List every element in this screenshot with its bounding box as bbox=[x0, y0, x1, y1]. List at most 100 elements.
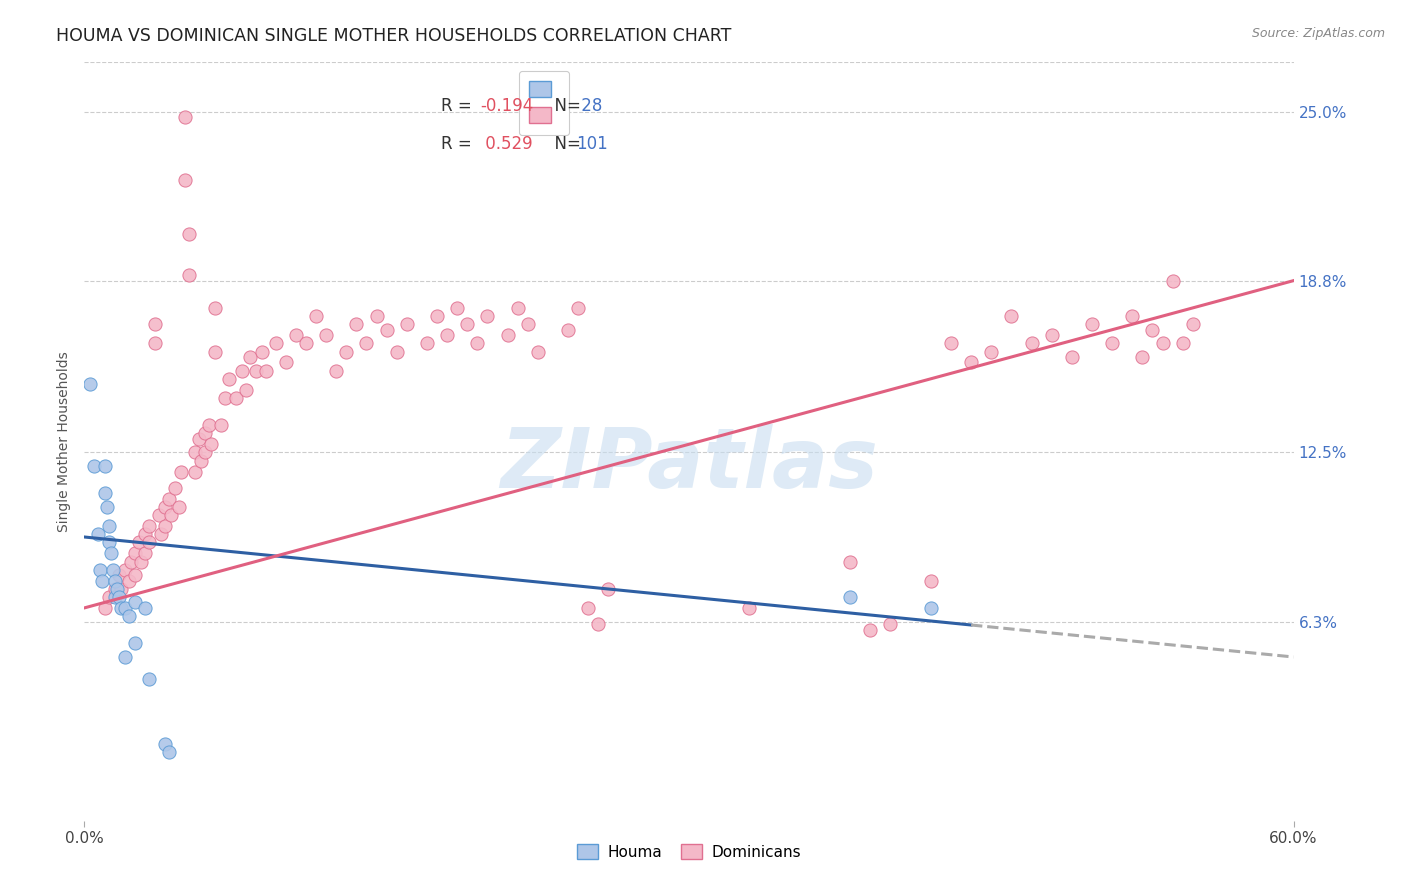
Point bbox=[138, 535, 160, 549]
Point bbox=[104, 582, 127, 596]
Point bbox=[93, 459, 115, 474]
Text: Source: ZipAtlas.com: Source: ZipAtlas.com bbox=[1251, 27, 1385, 40]
Point bbox=[1000, 309, 1022, 323]
Point bbox=[143, 336, 166, 351]
Point bbox=[124, 546, 146, 560]
Point bbox=[101, 563, 124, 577]
Point bbox=[114, 601, 136, 615]
Point bbox=[200, 437, 222, 451]
Point bbox=[93, 601, 115, 615]
Point bbox=[920, 574, 942, 588]
Point bbox=[1181, 318, 1204, 332]
Point bbox=[346, 318, 368, 332]
Point bbox=[204, 344, 226, 359]
Point bbox=[456, 318, 478, 332]
Point bbox=[1161, 274, 1184, 288]
Point bbox=[134, 601, 156, 615]
Point bbox=[426, 309, 449, 323]
Point bbox=[97, 535, 120, 549]
Point bbox=[194, 445, 217, 459]
Point bbox=[516, 318, 538, 332]
Point bbox=[960, 355, 983, 369]
Point bbox=[100, 546, 122, 560]
Point bbox=[366, 309, 388, 323]
Point bbox=[170, 465, 193, 479]
Point bbox=[110, 601, 132, 615]
Point bbox=[738, 601, 761, 615]
Point bbox=[239, 350, 262, 364]
Point bbox=[129, 555, 152, 569]
Point bbox=[496, 328, 519, 343]
Point bbox=[1040, 328, 1063, 343]
Point bbox=[138, 672, 160, 686]
Point bbox=[1171, 336, 1194, 351]
Point bbox=[225, 391, 247, 405]
Point bbox=[204, 301, 226, 315]
Point bbox=[557, 323, 579, 337]
Point bbox=[198, 418, 221, 433]
Point bbox=[118, 574, 141, 588]
Point bbox=[124, 568, 146, 582]
Text: 28: 28 bbox=[576, 97, 603, 115]
Text: 101: 101 bbox=[576, 136, 609, 153]
Point bbox=[375, 323, 398, 337]
Point bbox=[395, 318, 418, 332]
Point bbox=[588, 617, 610, 632]
Point bbox=[134, 527, 156, 541]
Legend: Houma, Dominicans: Houma, Dominicans bbox=[571, 838, 807, 866]
Point bbox=[97, 519, 120, 533]
Point bbox=[153, 500, 176, 514]
Point bbox=[134, 546, 156, 560]
Point bbox=[114, 563, 136, 577]
Point bbox=[598, 582, 620, 596]
Point bbox=[174, 110, 197, 124]
Point bbox=[274, 355, 297, 369]
Point bbox=[1101, 336, 1123, 351]
Point bbox=[209, 418, 232, 433]
Point bbox=[107, 568, 129, 582]
Point bbox=[79, 377, 101, 392]
Point bbox=[436, 328, 458, 343]
Point bbox=[87, 527, 110, 541]
Point bbox=[939, 336, 962, 351]
Point bbox=[138, 519, 160, 533]
Point bbox=[231, 364, 253, 378]
Point bbox=[214, 391, 236, 405]
Point bbox=[285, 328, 308, 343]
Point bbox=[920, 601, 942, 615]
Point bbox=[385, 344, 408, 359]
Text: R =: R = bbox=[441, 97, 477, 115]
Point bbox=[477, 309, 499, 323]
Point bbox=[165, 481, 187, 495]
Point bbox=[335, 344, 357, 359]
Point bbox=[128, 535, 150, 549]
Point bbox=[91, 574, 114, 588]
Point bbox=[1132, 350, 1154, 364]
Point bbox=[190, 453, 212, 467]
Point bbox=[149, 527, 172, 541]
Point bbox=[1152, 336, 1174, 351]
Point bbox=[179, 227, 201, 242]
Point bbox=[153, 519, 176, 533]
Point bbox=[143, 318, 166, 332]
Point bbox=[235, 383, 257, 397]
Point bbox=[97, 590, 120, 604]
Y-axis label: Single Mother Households: Single Mother Households bbox=[58, 351, 72, 532]
Point bbox=[980, 344, 1002, 359]
Point bbox=[124, 636, 146, 650]
Point bbox=[89, 563, 111, 577]
Point bbox=[124, 595, 146, 609]
Point bbox=[295, 336, 318, 351]
Point bbox=[506, 301, 529, 315]
Point bbox=[104, 590, 127, 604]
Point bbox=[218, 372, 240, 386]
Point bbox=[1121, 309, 1143, 323]
Point bbox=[157, 746, 180, 760]
Point bbox=[315, 328, 337, 343]
Point bbox=[188, 432, 211, 446]
Point bbox=[153, 737, 176, 751]
Point bbox=[157, 491, 180, 506]
Point bbox=[110, 582, 132, 596]
Text: N=: N= bbox=[544, 97, 586, 115]
Point bbox=[104, 574, 127, 588]
